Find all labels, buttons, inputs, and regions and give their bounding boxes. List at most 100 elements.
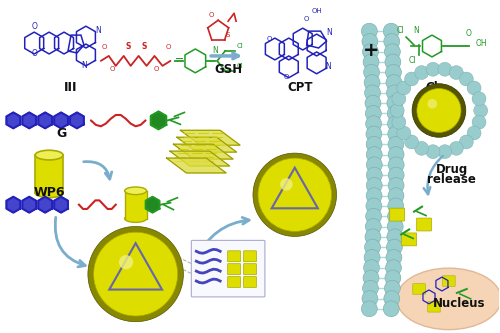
Text: III: III — [64, 81, 78, 94]
Circle shape — [387, 106, 403, 121]
Circle shape — [364, 75, 380, 91]
Circle shape — [412, 84, 466, 137]
Text: Drug: Drug — [436, 163, 468, 176]
Circle shape — [438, 145, 452, 159]
FancyBboxPatch shape — [228, 251, 240, 262]
FancyBboxPatch shape — [416, 218, 432, 231]
Polygon shape — [70, 113, 84, 128]
Circle shape — [366, 177, 382, 193]
Circle shape — [460, 135, 473, 149]
Circle shape — [392, 115, 406, 129]
Circle shape — [365, 95, 381, 111]
Circle shape — [388, 208, 404, 224]
FancyArrowPatch shape — [424, 156, 443, 194]
Circle shape — [388, 167, 404, 183]
FancyBboxPatch shape — [442, 276, 455, 286]
Text: O: O — [304, 16, 310, 22]
Circle shape — [386, 64, 402, 80]
Circle shape — [472, 115, 486, 129]
Circle shape — [253, 153, 336, 236]
Text: Nucleus: Nucleus — [432, 297, 485, 310]
Circle shape — [363, 270, 379, 286]
Text: Cl: Cl — [396, 26, 404, 35]
Polygon shape — [38, 113, 52, 128]
Circle shape — [366, 136, 382, 152]
Circle shape — [280, 178, 292, 190]
Circle shape — [384, 44, 400, 60]
Text: Cb: Cb — [426, 81, 442, 94]
Circle shape — [388, 188, 404, 203]
Circle shape — [386, 75, 402, 91]
Circle shape — [366, 198, 382, 214]
Circle shape — [362, 301, 378, 317]
Circle shape — [258, 158, 332, 231]
Circle shape — [385, 270, 401, 286]
Circle shape — [404, 135, 418, 149]
Circle shape — [414, 142, 428, 155]
FancyArrowPatch shape — [55, 217, 85, 267]
Polygon shape — [6, 197, 20, 212]
Circle shape — [387, 95, 403, 111]
Ellipse shape — [124, 187, 146, 194]
Text: Cl: Cl — [237, 63, 244, 69]
Polygon shape — [166, 158, 226, 173]
Text: N: N — [326, 28, 332, 37]
Circle shape — [474, 104, 488, 118]
Circle shape — [364, 239, 380, 255]
Circle shape — [460, 72, 473, 86]
Circle shape — [364, 64, 380, 80]
Circle shape — [386, 85, 402, 101]
Circle shape — [363, 54, 379, 70]
Polygon shape — [177, 137, 236, 152]
Text: O: O — [266, 36, 272, 42]
Circle shape — [94, 232, 178, 316]
Circle shape — [388, 147, 404, 163]
Circle shape — [364, 249, 380, 265]
Polygon shape — [151, 112, 166, 129]
Circle shape — [386, 260, 402, 276]
Circle shape — [366, 116, 382, 132]
Text: S: S — [226, 32, 230, 38]
FancyBboxPatch shape — [402, 233, 416, 246]
Circle shape — [88, 226, 184, 322]
Circle shape — [366, 147, 382, 163]
Polygon shape — [6, 113, 20, 128]
Text: O: O — [166, 44, 171, 50]
Text: O: O — [466, 29, 471, 38]
Circle shape — [472, 92, 486, 106]
Polygon shape — [180, 130, 240, 145]
Circle shape — [397, 126, 411, 140]
Text: O: O — [154, 66, 159, 72]
Text: WP6: WP6 — [34, 186, 65, 199]
Circle shape — [388, 136, 404, 152]
Circle shape — [366, 106, 382, 121]
Circle shape — [450, 66, 464, 80]
Circle shape — [388, 116, 404, 132]
Circle shape — [119, 255, 134, 269]
Text: CPT: CPT — [287, 81, 312, 94]
Circle shape — [388, 157, 404, 173]
Polygon shape — [54, 197, 68, 212]
FancyBboxPatch shape — [228, 264, 240, 275]
Circle shape — [467, 126, 481, 140]
Circle shape — [428, 99, 437, 109]
Text: O: O — [110, 66, 116, 72]
Polygon shape — [22, 113, 36, 128]
Text: N: N — [81, 61, 87, 70]
Circle shape — [364, 85, 380, 101]
FancyBboxPatch shape — [413, 284, 426, 294]
Ellipse shape — [35, 150, 63, 160]
FancyBboxPatch shape — [228, 277, 240, 287]
Circle shape — [384, 23, 399, 39]
Polygon shape — [22, 197, 36, 212]
Circle shape — [417, 89, 461, 133]
Circle shape — [467, 81, 481, 95]
Circle shape — [388, 198, 404, 214]
Circle shape — [392, 92, 406, 106]
Text: O: O — [208, 12, 214, 18]
Circle shape — [390, 104, 404, 118]
Circle shape — [385, 54, 401, 70]
Circle shape — [426, 62, 440, 76]
Circle shape — [386, 249, 402, 265]
Circle shape — [414, 66, 428, 80]
